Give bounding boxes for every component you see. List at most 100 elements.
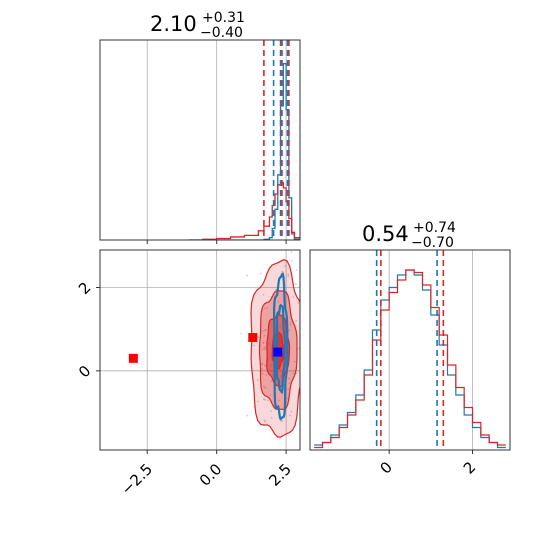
joint-ytick-label-0: 0 [75,362,94,381]
sample-point [262,398,265,400]
right-title-upper: +0.74 [413,220,456,236]
right-frame [309,249,511,451]
sample-point [289,414,291,417]
joint-xtick-label-2: 2.5 [265,460,295,490]
sample-point [292,372,295,375]
joint-ytick-label-1: 2 [75,278,94,297]
sample-point [280,420,283,423]
top-quantile-lines [263,40,290,240]
right-title-value: 0.54 [362,222,409,246]
sample-point [266,307,269,309]
sample-point [264,387,267,389]
sample-point [287,275,290,278]
joint-xtick-label-0: −2.5 [118,460,156,498]
right-title-lower: −0.70 [411,235,454,251]
panel-joint: −2.5 0.0 2.5 0 2 [75,205,342,499]
sample-point [306,399,308,401]
sample-point [246,414,249,417]
sample-point [288,377,291,380]
sample-point [317,290,319,292]
sample-point [315,414,317,416]
sample-point [306,369,308,371]
sample-point [275,288,278,291]
sample-point [264,346,267,349]
sample-point [265,374,267,376]
sample-point [287,388,290,391]
sample-point [288,329,290,332]
sample-point [278,399,281,402]
sample-point [290,410,293,413]
sample-point [269,394,272,397]
sample-point [240,332,243,335]
sample-point [264,307,266,310]
joint-xtick-label-1: 0.0 [196,460,226,490]
right-quantile-lines [375,250,445,450]
sample-point [284,264,287,267]
sample-point [263,385,265,388]
right-title: 0.54 [362,222,409,246]
sample-point [268,205,270,207]
sample-point [270,417,273,419]
joint-marker-red-1 [248,333,258,342]
sample-point [307,387,309,389]
top-hist-blue [188,63,300,240]
sample-point [261,330,264,332]
sample-point [281,270,284,273]
sample-point [295,319,298,322]
panel-top-marginal: 2.10 +0.31 −0.40 [99,10,301,244]
right-xtick-label-1: 2 [460,458,479,477]
top-frame [99,39,301,241]
sample-point [264,364,266,367]
sample-point [264,421,267,423]
sample-point [246,274,249,277]
sample-point [259,272,262,275]
sample-point [260,363,263,365]
sample-point [340,332,342,334]
sample-point [295,283,297,285]
joint-marker-blue-2 [273,347,283,357]
sample-point [264,348,267,351]
sample-point [262,293,265,296]
sample-point [266,399,269,402]
sample-point [261,373,264,375]
sample-point [286,397,289,400]
top-title-lower: −0.40 [200,25,243,41]
sample-point [264,329,267,332]
sample-point [277,301,280,303]
sample-point [243,222,245,224]
top-title-value: 2.10 [150,12,197,36]
sample-point [256,379,259,382]
sample-point [288,382,291,385]
top-title-upper: +0.31 [202,10,245,26]
sample-point [295,372,298,374]
sample-point [270,410,273,413]
right-histograms [314,269,506,449]
top-grid [146,40,287,240]
right-xtick-label-0: 0 [377,458,396,477]
sample-point [287,273,290,276]
sample-point [261,348,264,351]
joint-frame [99,249,301,451]
right-hist-red [314,269,506,449]
sample-point [257,336,260,339]
sample-point [262,347,265,350]
sample-point [305,253,307,255]
sample-point [289,323,292,326]
sample-point [295,269,298,272]
top-ticks [146,240,287,244]
sample-point [263,334,266,337]
sample-point [253,344,256,347]
sample-point [270,379,273,382]
sample-point [290,259,293,262]
sample-point [314,344,316,346]
sample-point [289,321,292,324]
top-hist-red [188,181,300,240]
sample-point [290,251,293,253]
sample-point [263,419,266,422]
sample-point [262,342,265,344]
sample-point [297,301,300,304]
sample-point [257,400,259,403]
sample-point [293,360,296,363]
